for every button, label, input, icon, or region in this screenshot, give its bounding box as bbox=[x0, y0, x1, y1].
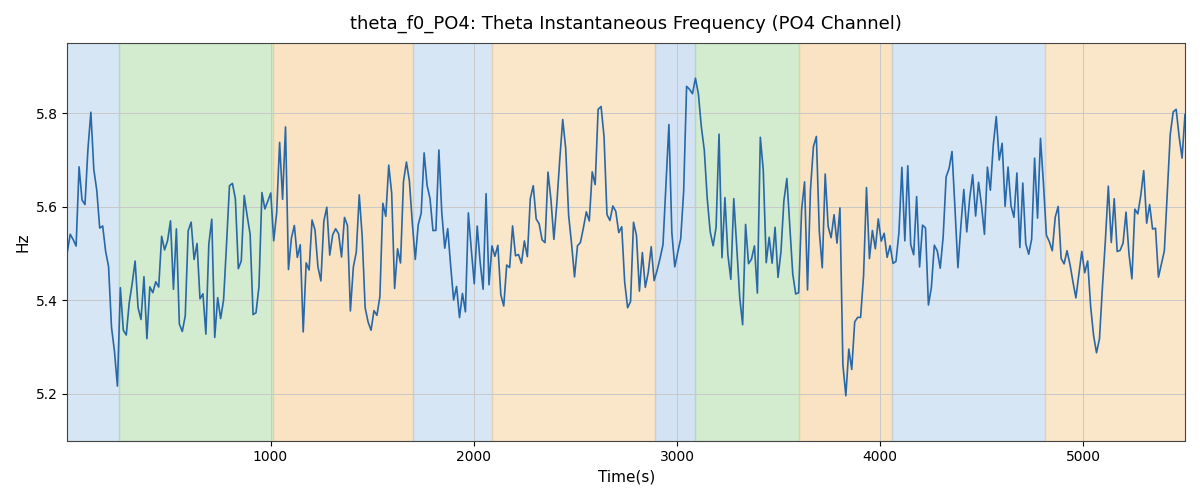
Title: theta_f0_PO4: Theta Instantaneous Frequency (PO4 Channel): theta_f0_PO4: Theta Instantaneous Freque… bbox=[350, 15, 902, 34]
Bar bbox=[413, 43, 492, 440]
Y-axis label: Hz: Hz bbox=[16, 232, 30, 252]
Bar bbox=[1045, 43, 1200, 440]
Bar bbox=[492, 43, 654, 440]
Bar bbox=[67, 43, 119, 440]
Bar bbox=[695, 43, 799, 440]
Bar bbox=[272, 43, 413, 440]
Bar bbox=[654, 43, 695, 440]
X-axis label: Time(s): Time(s) bbox=[598, 470, 655, 485]
Bar bbox=[799, 43, 893, 440]
Bar bbox=[119, 43, 272, 440]
Bar bbox=[893, 43, 1045, 440]
